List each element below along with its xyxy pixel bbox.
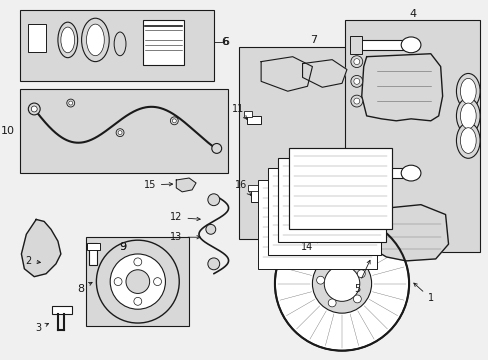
- Ellipse shape: [455, 123, 479, 158]
- Polygon shape: [261, 57, 312, 91]
- Text: 6: 6: [221, 37, 228, 47]
- Text: 13: 13: [170, 232, 200, 242]
- Ellipse shape: [455, 98, 479, 134]
- Ellipse shape: [114, 32, 126, 56]
- Circle shape: [207, 194, 219, 206]
- Text: 10: 10: [0, 126, 15, 136]
- Text: 1: 1: [413, 283, 433, 303]
- Circle shape: [316, 276, 324, 284]
- Circle shape: [211, 144, 221, 153]
- Bar: [244, 111, 252, 117]
- Bar: [344, 20, 479, 252]
- Text: 4: 4: [408, 9, 415, 19]
- Polygon shape: [21, 220, 61, 277]
- Circle shape: [207, 258, 219, 270]
- Bar: [267, 168, 381, 255]
- Bar: [353, 40, 407, 50]
- Bar: [28, 24, 46, 52]
- Circle shape: [274, 216, 408, 351]
- Bar: [20, 10, 213, 81]
- Circle shape: [353, 78, 359, 84]
- Ellipse shape: [86, 24, 104, 56]
- Ellipse shape: [459, 103, 475, 129]
- Circle shape: [116, 129, 124, 136]
- Bar: [239, 47, 389, 239]
- Ellipse shape: [459, 78, 475, 104]
- Bar: [52, 306, 72, 314]
- Circle shape: [134, 297, 142, 305]
- Circle shape: [334, 258, 342, 266]
- Ellipse shape: [400, 37, 420, 53]
- Bar: [251, 188, 259, 202]
- Ellipse shape: [61, 27, 75, 53]
- Bar: [258, 180, 376, 269]
- Text: 9: 9: [119, 242, 126, 252]
- Text: 2: 2: [25, 256, 41, 266]
- Circle shape: [114, 278, 122, 285]
- Circle shape: [153, 278, 161, 285]
- Circle shape: [28, 103, 40, 115]
- Ellipse shape: [459, 128, 475, 153]
- Circle shape: [350, 56, 362, 68]
- Bar: [247, 116, 261, 124]
- Ellipse shape: [81, 18, 109, 62]
- Text: 15: 15: [143, 180, 172, 190]
- Circle shape: [67, 99, 75, 107]
- Circle shape: [69, 101, 73, 105]
- Bar: [86, 243, 100, 250]
- Circle shape: [170, 117, 178, 125]
- Circle shape: [96, 240, 179, 323]
- Text: 7: 7: [310, 35, 317, 45]
- Text: 6: 6: [222, 37, 229, 47]
- Bar: [288, 148, 391, 229]
- Ellipse shape: [455, 73, 479, 109]
- Ellipse shape: [58, 22, 78, 58]
- Text: 11: 11: [232, 104, 246, 119]
- Polygon shape: [302, 60, 346, 87]
- Circle shape: [110, 254, 165, 309]
- Circle shape: [172, 119, 176, 123]
- Bar: [277, 158, 386, 242]
- Bar: [248, 185, 262, 191]
- Polygon shape: [366, 205, 447, 261]
- Circle shape: [118, 131, 122, 135]
- Bar: [349, 36, 361, 54]
- Circle shape: [353, 59, 359, 64]
- Bar: [89, 243, 97, 265]
- Text: 9: 9: [119, 242, 126, 252]
- Bar: [20, 89, 227, 173]
- Text: 16: 16: [235, 180, 250, 195]
- Text: 14: 14: [301, 240, 319, 252]
- Circle shape: [324, 266, 359, 301]
- Circle shape: [134, 258, 142, 266]
- Circle shape: [353, 295, 361, 303]
- Text: 8: 8: [77, 282, 92, 293]
- Polygon shape: [176, 178, 196, 192]
- Circle shape: [312, 254, 371, 313]
- Bar: [85, 237, 189, 326]
- Circle shape: [205, 224, 215, 234]
- Bar: [349, 163, 361, 181]
- Circle shape: [350, 76, 362, 87]
- Polygon shape: [361, 54, 442, 121]
- Bar: [142, 20, 184, 64]
- Circle shape: [350, 95, 362, 107]
- Circle shape: [327, 299, 335, 307]
- Circle shape: [353, 98, 359, 104]
- Ellipse shape: [400, 165, 420, 181]
- Circle shape: [357, 270, 365, 278]
- Circle shape: [126, 270, 149, 293]
- Circle shape: [31, 106, 37, 112]
- Text: 3: 3: [35, 323, 48, 333]
- Text: 12: 12: [170, 212, 200, 222]
- Text: 5: 5: [353, 260, 369, 293]
- Bar: [353, 168, 407, 178]
